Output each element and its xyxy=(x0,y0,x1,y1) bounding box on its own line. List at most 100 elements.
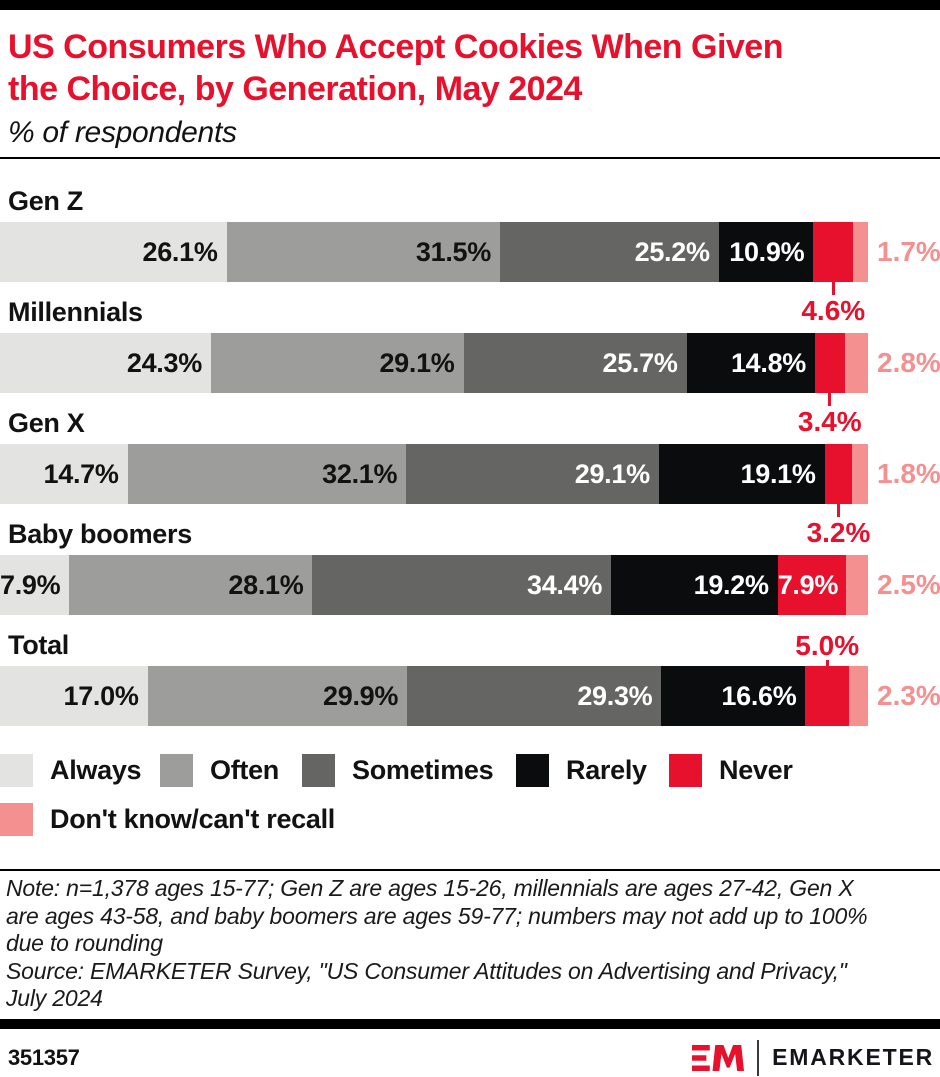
bar-segment: 32.1% xyxy=(127,444,407,504)
legend-label: Rarely xyxy=(566,755,647,785)
note-line: July 2024 xyxy=(6,985,103,1011)
stacked-bar: 17.0% 29.9% 29.3% 16.6% xyxy=(0,666,868,726)
chart-row: Baby boomers 7.9% 28.1% 34.4% 19.2% 7.9% 2.5% xyxy=(0,519,940,630)
chart-id: 351357 xyxy=(8,1044,80,1070)
legend-swatch xyxy=(160,754,193,787)
bar-segment: 14.7% xyxy=(0,444,128,504)
bar-segment xyxy=(846,555,868,615)
chart-row: Gen Z 26.1% 31.5% 25.2% 10.9% 1.7% 4.6% xyxy=(0,186,940,326)
dont-know-value-label: 2.3% xyxy=(877,680,940,711)
bar-segment xyxy=(844,333,868,393)
legend-item: Rarely xyxy=(516,754,647,787)
bar-segment: 10.9% xyxy=(718,222,814,282)
dont-know-value-label: 2.5% xyxy=(877,569,940,600)
bar-segment: 26.1% xyxy=(0,222,227,282)
never-callout-line xyxy=(825,660,829,668)
category-label: Baby boomers xyxy=(8,519,192,549)
bar-segment: 7.9% xyxy=(777,555,847,615)
chart-row: Millennials 24.3% 29.1% 25.7% 14.8% 2.8% 3.4% xyxy=(0,297,940,437)
category-label: Total xyxy=(8,630,69,660)
chart-header: US Consumers Who Accept Cookies When Giv… xyxy=(0,26,940,150)
bar-segment: 29.9% xyxy=(147,666,408,726)
bar-segment: 29.1% xyxy=(210,333,464,393)
top-accent-bar xyxy=(0,0,940,10)
note-line: Source: EMARKETER Survey, "US Consumer A… xyxy=(6,957,847,984)
bar-segment xyxy=(813,222,854,282)
bar-segment: 17.0% xyxy=(0,666,148,726)
chart-row: Total 17.0% 29.9% 29.3% 16.6% 2.3% 5.0% xyxy=(0,630,940,741)
legend-swatch xyxy=(516,754,549,787)
bar-segment: 7.9% xyxy=(0,555,69,615)
category-label: Gen Z xyxy=(8,186,84,216)
bar-segment: 16.6% xyxy=(661,666,806,726)
emarketer-logo: EMARKETER xyxy=(692,1039,934,1077)
bar-segment: 29.3% xyxy=(407,666,662,726)
never-value-label: 3.4% xyxy=(797,406,862,437)
legend-swatch xyxy=(0,803,33,836)
bar-segment: 19.1% xyxy=(658,444,825,504)
bar-segment: 25.7% xyxy=(463,333,687,393)
legend-label: Never xyxy=(719,755,793,785)
bar-segment: 29.1% xyxy=(406,444,659,504)
note-line: Note: n=1,378 ages 15-77; Gen Z are ages… xyxy=(6,875,854,901)
bar-segment xyxy=(852,444,868,504)
legend-swatch xyxy=(669,754,702,787)
chart-footer: 351357 EMARKETER xyxy=(0,1029,940,1077)
stacked-bar: 14.7% 32.1% 29.1% 19.1% xyxy=(0,444,868,504)
note-divider xyxy=(0,869,940,871)
note-line: are ages 43-58, and baby boomers are age… xyxy=(6,902,868,929)
bar-segment: 25.2% xyxy=(499,222,719,282)
bar-segment: 24.3% xyxy=(0,333,211,393)
bar-segment: 28.1% xyxy=(68,555,313,615)
page-title: US Consumers Who Accept Cookies When Giv… xyxy=(8,26,930,110)
footer-accent-bar xyxy=(0,1018,940,1029)
never-value-label: 5.0% xyxy=(795,630,860,661)
dont-know-value-label: 2.8% xyxy=(877,347,940,378)
never-callout-line xyxy=(828,393,832,406)
em-monogram-icon xyxy=(692,1044,745,1071)
legend-item: Never xyxy=(669,754,793,787)
legend-item: Don't know/can't recall xyxy=(0,803,335,836)
bar-segment xyxy=(805,666,849,726)
legend-label: Don't know/can't recall xyxy=(50,804,335,834)
bar-segment: 14.8% xyxy=(686,333,816,393)
legend-item: Always xyxy=(0,754,142,787)
stacked-bar-chart: Gen Z 26.1% 31.5% 25.2% 10.9% 1.7% 4.6% Millenn… xyxy=(0,159,940,741)
legend-item: Sometimes xyxy=(302,754,494,787)
logo-divider xyxy=(757,1039,760,1076)
legend-label: Sometimes xyxy=(352,755,494,785)
chart-subtitle: % of respondents xyxy=(8,116,237,149)
bar-segment: 19.2% xyxy=(611,555,778,615)
dont-know-value-label: 1.7% xyxy=(877,236,940,267)
bar-segment xyxy=(848,666,868,726)
bar-segment: 34.4% xyxy=(312,555,612,615)
stacked-bar: 26.1% 31.5% 25.2% 10.9% xyxy=(0,222,868,282)
legend-swatch xyxy=(302,754,335,787)
bar-segment xyxy=(824,444,853,504)
chart-notes: Note: n=1,378 ages 15-77; Gen Z are ages… xyxy=(0,871,940,1013)
bar-segment xyxy=(815,333,845,393)
title-line-2: the Choice, by Generation, May 2024 xyxy=(8,70,582,108)
header-divider xyxy=(0,157,940,159)
never-value-label: 3.2% xyxy=(806,517,871,548)
legend-swatch xyxy=(0,754,33,787)
title-line-1: US Consumers Who Accept Cookies When Giv… xyxy=(8,28,783,66)
never-callout-line xyxy=(836,504,840,517)
bar-segment xyxy=(853,222,868,282)
bar-segment: 31.5% xyxy=(226,222,500,282)
never-value-label: 4.6% xyxy=(801,295,866,326)
chart-legend: Always Often Sometimes Rarely Never Don't kno… xyxy=(0,754,940,840)
stacked-bar: 24.3% 29.1% 25.7% 14.8% xyxy=(0,333,868,393)
legend-label: Always xyxy=(50,755,142,785)
legend-label: Often xyxy=(210,755,279,785)
brand-name: EMARKETER xyxy=(772,1044,934,1070)
stacked-bar: 7.9% 28.1% 34.4% 19.2% 7.9% xyxy=(0,555,868,615)
note-line: due to rounding xyxy=(6,930,163,956)
legend-item: Often xyxy=(160,754,279,787)
chart-row: Gen X 14.7% 32.1% 29.1% 19.1% 1.8% 3.2% xyxy=(0,408,940,548)
category-label: Millennials xyxy=(8,297,143,327)
dont-know-value-label: 1.8% xyxy=(877,458,940,489)
never-callout-line xyxy=(831,282,835,295)
category-label: Gen X xyxy=(8,408,85,438)
